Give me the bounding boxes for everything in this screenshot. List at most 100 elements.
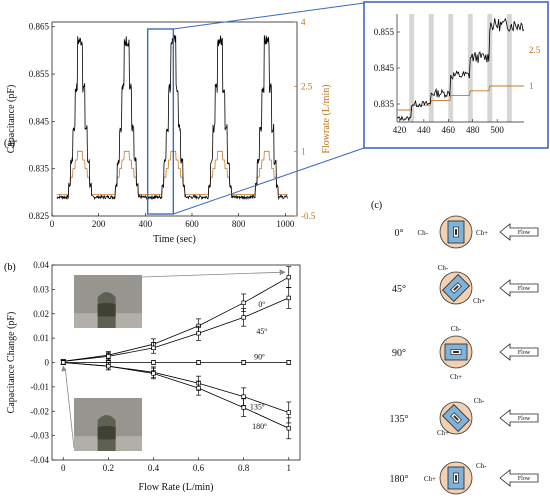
electrode-label-left: Ch+ xyxy=(437,429,449,437)
arrow-top-line xyxy=(141,271,283,278)
chart-a-xtick-label: 600 xyxy=(185,219,199,229)
electrode-label-right: Ch+ xyxy=(476,229,488,237)
chart-a-xlabel: Time (sec) xyxy=(153,234,196,245)
electrode-label-right: Ch- xyxy=(476,462,487,470)
inset-xtick-label: 460 xyxy=(442,125,456,135)
chart-a-ytick-label: 0.845 xyxy=(29,116,50,126)
inset-y2tick-label: 1 xyxy=(529,81,534,91)
photo-top-rod-dark xyxy=(97,302,116,317)
photo-bottom-rod-dark xyxy=(97,425,116,440)
zoom-connector-top xyxy=(173,2,365,30)
sensor-group xyxy=(441,403,471,433)
chart-b-xtick-label: 0.8 xyxy=(238,463,250,473)
orientation-angle: 90° xyxy=(392,348,406,359)
chart-b-point xyxy=(151,345,156,351)
chart-b-point xyxy=(241,360,246,365)
inset-gray-band xyxy=(409,14,415,122)
chart-b-ytick-label: -0.02 xyxy=(30,406,49,416)
chart-b-series-line xyxy=(63,276,289,362)
chart-b-point xyxy=(151,371,156,376)
arrow-bottom-line xyxy=(64,368,75,449)
chart-b-point xyxy=(241,300,246,305)
orientation-angle: 180° xyxy=(390,474,409,485)
chart-b-xtick-label: 1 xyxy=(286,463,291,473)
sensor-core xyxy=(455,475,457,481)
inset-gray-band xyxy=(506,14,512,122)
sensor-group xyxy=(441,273,471,303)
electrode-label-left: Ch- xyxy=(438,264,449,272)
chart-a-frame xyxy=(51,21,298,217)
chart-b-ytick-label: -0.01 xyxy=(30,382,49,392)
orientation-angle: 45° xyxy=(392,284,406,295)
sensor-group xyxy=(447,466,465,490)
flow-arrow xyxy=(499,469,539,487)
chart-a-series-capacitance xyxy=(56,34,288,201)
chart-b-ytick-label: 0 xyxy=(45,358,50,368)
arrow-top-head xyxy=(279,269,286,276)
chart-a-y2tick-label: 2.5 xyxy=(301,82,313,92)
chart-a-y2label: Flowrate (L/min) xyxy=(321,84,332,153)
chart-a-ytick-label: 0.825 xyxy=(29,211,50,221)
chart-b-point xyxy=(286,410,291,415)
flow-arrow-label: Flow xyxy=(518,416,531,422)
panel-label-b: (b) xyxy=(4,262,16,273)
chart-b-point xyxy=(286,275,291,280)
chart-b-xtick-label: 0.6 xyxy=(193,463,205,473)
chart-b-xlabel: Flow Rate (L/min) xyxy=(139,482,214,493)
chart-b-point xyxy=(61,360,66,365)
electrode-label-right: Ch+ xyxy=(473,297,485,305)
chart-b-series-line xyxy=(63,362,289,429)
orientation-angle: 135° xyxy=(390,414,409,425)
zoom-connector-bottom xyxy=(173,147,365,215)
chart-b-series-label: 180º xyxy=(252,422,267,431)
chart-b-point xyxy=(241,394,246,399)
sensor-core xyxy=(455,229,457,235)
chart-a-ylabel: Capacitance (pF) xyxy=(6,85,17,154)
inset-xtick-label: 500 xyxy=(490,125,504,135)
chart-a-y2tick-label: 1 xyxy=(301,146,306,156)
inset-xtick-label: 480 xyxy=(466,125,480,135)
chart-b-ylabel: Capacitance Change (pF) xyxy=(6,312,17,414)
chart-b-xtick-label: 0.2 xyxy=(103,463,114,473)
flow-arrow-label: Flow xyxy=(518,286,531,292)
panel-label-a: (a) xyxy=(4,138,15,149)
chart-b-ytick-label: 0.04 xyxy=(33,260,49,270)
chart-b-point xyxy=(241,405,246,410)
panel-label-c: (c) xyxy=(371,200,382,211)
chart-b-point xyxy=(241,315,246,320)
inset-ytick-label: 0.845 xyxy=(374,63,395,73)
inset-xtick-label: 420 xyxy=(393,125,407,135)
chart-b-ytick-label: 0.01 xyxy=(33,333,49,343)
chart-a-xtick-label: 200 xyxy=(92,219,106,229)
inset-series-flowrate xyxy=(397,85,524,111)
flow-arrow xyxy=(499,409,539,427)
chart-b-ytick-label: -0.04 xyxy=(30,455,49,465)
inset-border xyxy=(363,1,549,149)
orientation-angle: 0° xyxy=(395,228,404,239)
flow-arrow-label: Flow xyxy=(518,476,531,482)
chart-b-xtick-label: 0.4 xyxy=(148,463,160,473)
flow-arrow-label: Flow xyxy=(518,350,531,356)
sensor-core xyxy=(453,415,459,421)
chart-b-xtick-label: 0 xyxy=(61,463,66,473)
inset-gray-band xyxy=(487,14,493,122)
inset-xtick-label: 440 xyxy=(417,125,431,135)
chart-b-point xyxy=(151,360,156,365)
chart-b-point xyxy=(196,360,201,365)
inset-y2tick-label: 2.5 xyxy=(529,45,541,55)
inset-ytick-label: 0.855 xyxy=(374,27,395,37)
inset-series-capacitance xyxy=(396,17,525,122)
chart-a-ytick-label: 0.865 xyxy=(29,22,50,32)
electrode-label-left: Ch- xyxy=(451,325,462,333)
inset-gray-band xyxy=(448,14,454,122)
chart-b-series-label: 90º xyxy=(254,352,265,361)
chart-b-point xyxy=(106,364,111,369)
arrow-bottom-head xyxy=(61,365,67,372)
chart-b-series-label: 135º xyxy=(250,402,265,411)
chart-a-xtick-label: 800 xyxy=(232,219,246,229)
flow-arrow-label: Flow xyxy=(518,230,531,236)
sensor-core xyxy=(453,351,459,353)
chart-b-series-label: 45º xyxy=(256,327,267,336)
inset-ytick-label: 0.835 xyxy=(374,99,395,109)
chart-a-xtick-label: 400 xyxy=(139,219,153,229)
